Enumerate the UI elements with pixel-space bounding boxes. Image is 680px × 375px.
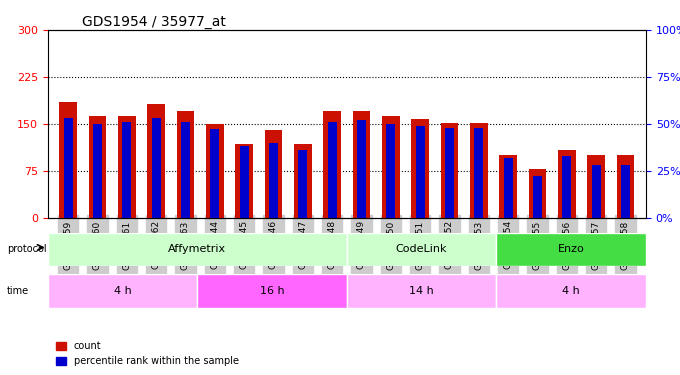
Bar <box>382 116 400 218</box>
Text: 4 h: 4 h <box>562 286 580 296</box>
Bar <box>353 111 371 218</box>
Text: 16 h: 16 h <box>260 286 284 296</box>
FancyBboxPatch shape <box>48 274 197 308</box>
FancyBboxPatch shape <box>347 274 496 308</box>
Bar <box>386 124 395 218</box>
Bar <box>88 116 106 218</box>
Bar <box>588 155 605 218</box>
FancyBboxPatch shape <box>496 274 646 308</box>
Bar <box>122 122 131 218</box>
Bar <box>64 118 73 218</box>
Bar <box>294 144 311 218</box>
Bar <box>533 176 542 218</box>
Text: Enzo: Enzo <box>558 244 585 254</box>
Bar <box>445 128 454 218</box>
Bar <box>323 111 341 218</box>
Bar <box>328 122 337 218</box>
Bar <box>269 142 278 218</box>
Bar <box>621 165 630 218</box>
Bar <box>415 126 424 218</box>
Bar <box>528 169 546 217</box>
Bar <box>499 155 517 218</box>
Bar <box>148 104 165 218</box>
FancyBboxPatch shape <box>197 274 347 308</box>
Text: 4 h: 4 h <box>114 286 131 296</box>
Text: Affymetrix: Affymetrix <box>168 244 226 254</box>
Bar <box>411 119 429 218</box>
Bar <box>181 122 190 218</box>
Text: GDS1954 / 35977_at: GDS1954 / 35977_at <box>82 15 226 29</box>
Bar <box>441 123 458 218</box>
Text: time: time <box>7 286 29 296</box>
Text: CodeLink: CodeLink <box>396 244 447 254</box>
Text: protocol: protocol <box>7 244 46 254</box>
Bar <box>558 150 575 217</box>
Bar <box>118 116 135 218</box>
Bar <box>470 123 488 218</box>
Text: 14 h: 14 h <box>409 286 434 296</box>
Bar <box>59 102 77 218</box>
Bar <box>235 144 253 218</box>
Bar <box>265 130 282 218</box>
Bar <box>562 156 571 218</box>
Bar <box>210 129 219 218</box>
FancyBboxPatch shape <box>347 232 496 266</box>
Bar <box>475 128 483 218</box>
Bar <box>152 118 160 218</box>
Legend: count, percentile rank within the sample: count, percentile rank within the sample <box>52 338 243 370</box>
Bar <box>299 150 307 217</box>
Bar <box>504 158 513 218</box>
Bar <box>592 165 600 218</box>
Bar <box>240 146 248 218</box>
Bar <box>206 124 224 218</box>
FancyBboxPatch shape <box>48 232 347 266</box>
Bar <box>93 124 102 218</box>
FancyBboxPatch shape <box>496 232 646 266</box>
Bar <box>177 111 194 218</box>
Bar <box>357 120 366 218</box>
Bar <box>617 155 634 218</box>
